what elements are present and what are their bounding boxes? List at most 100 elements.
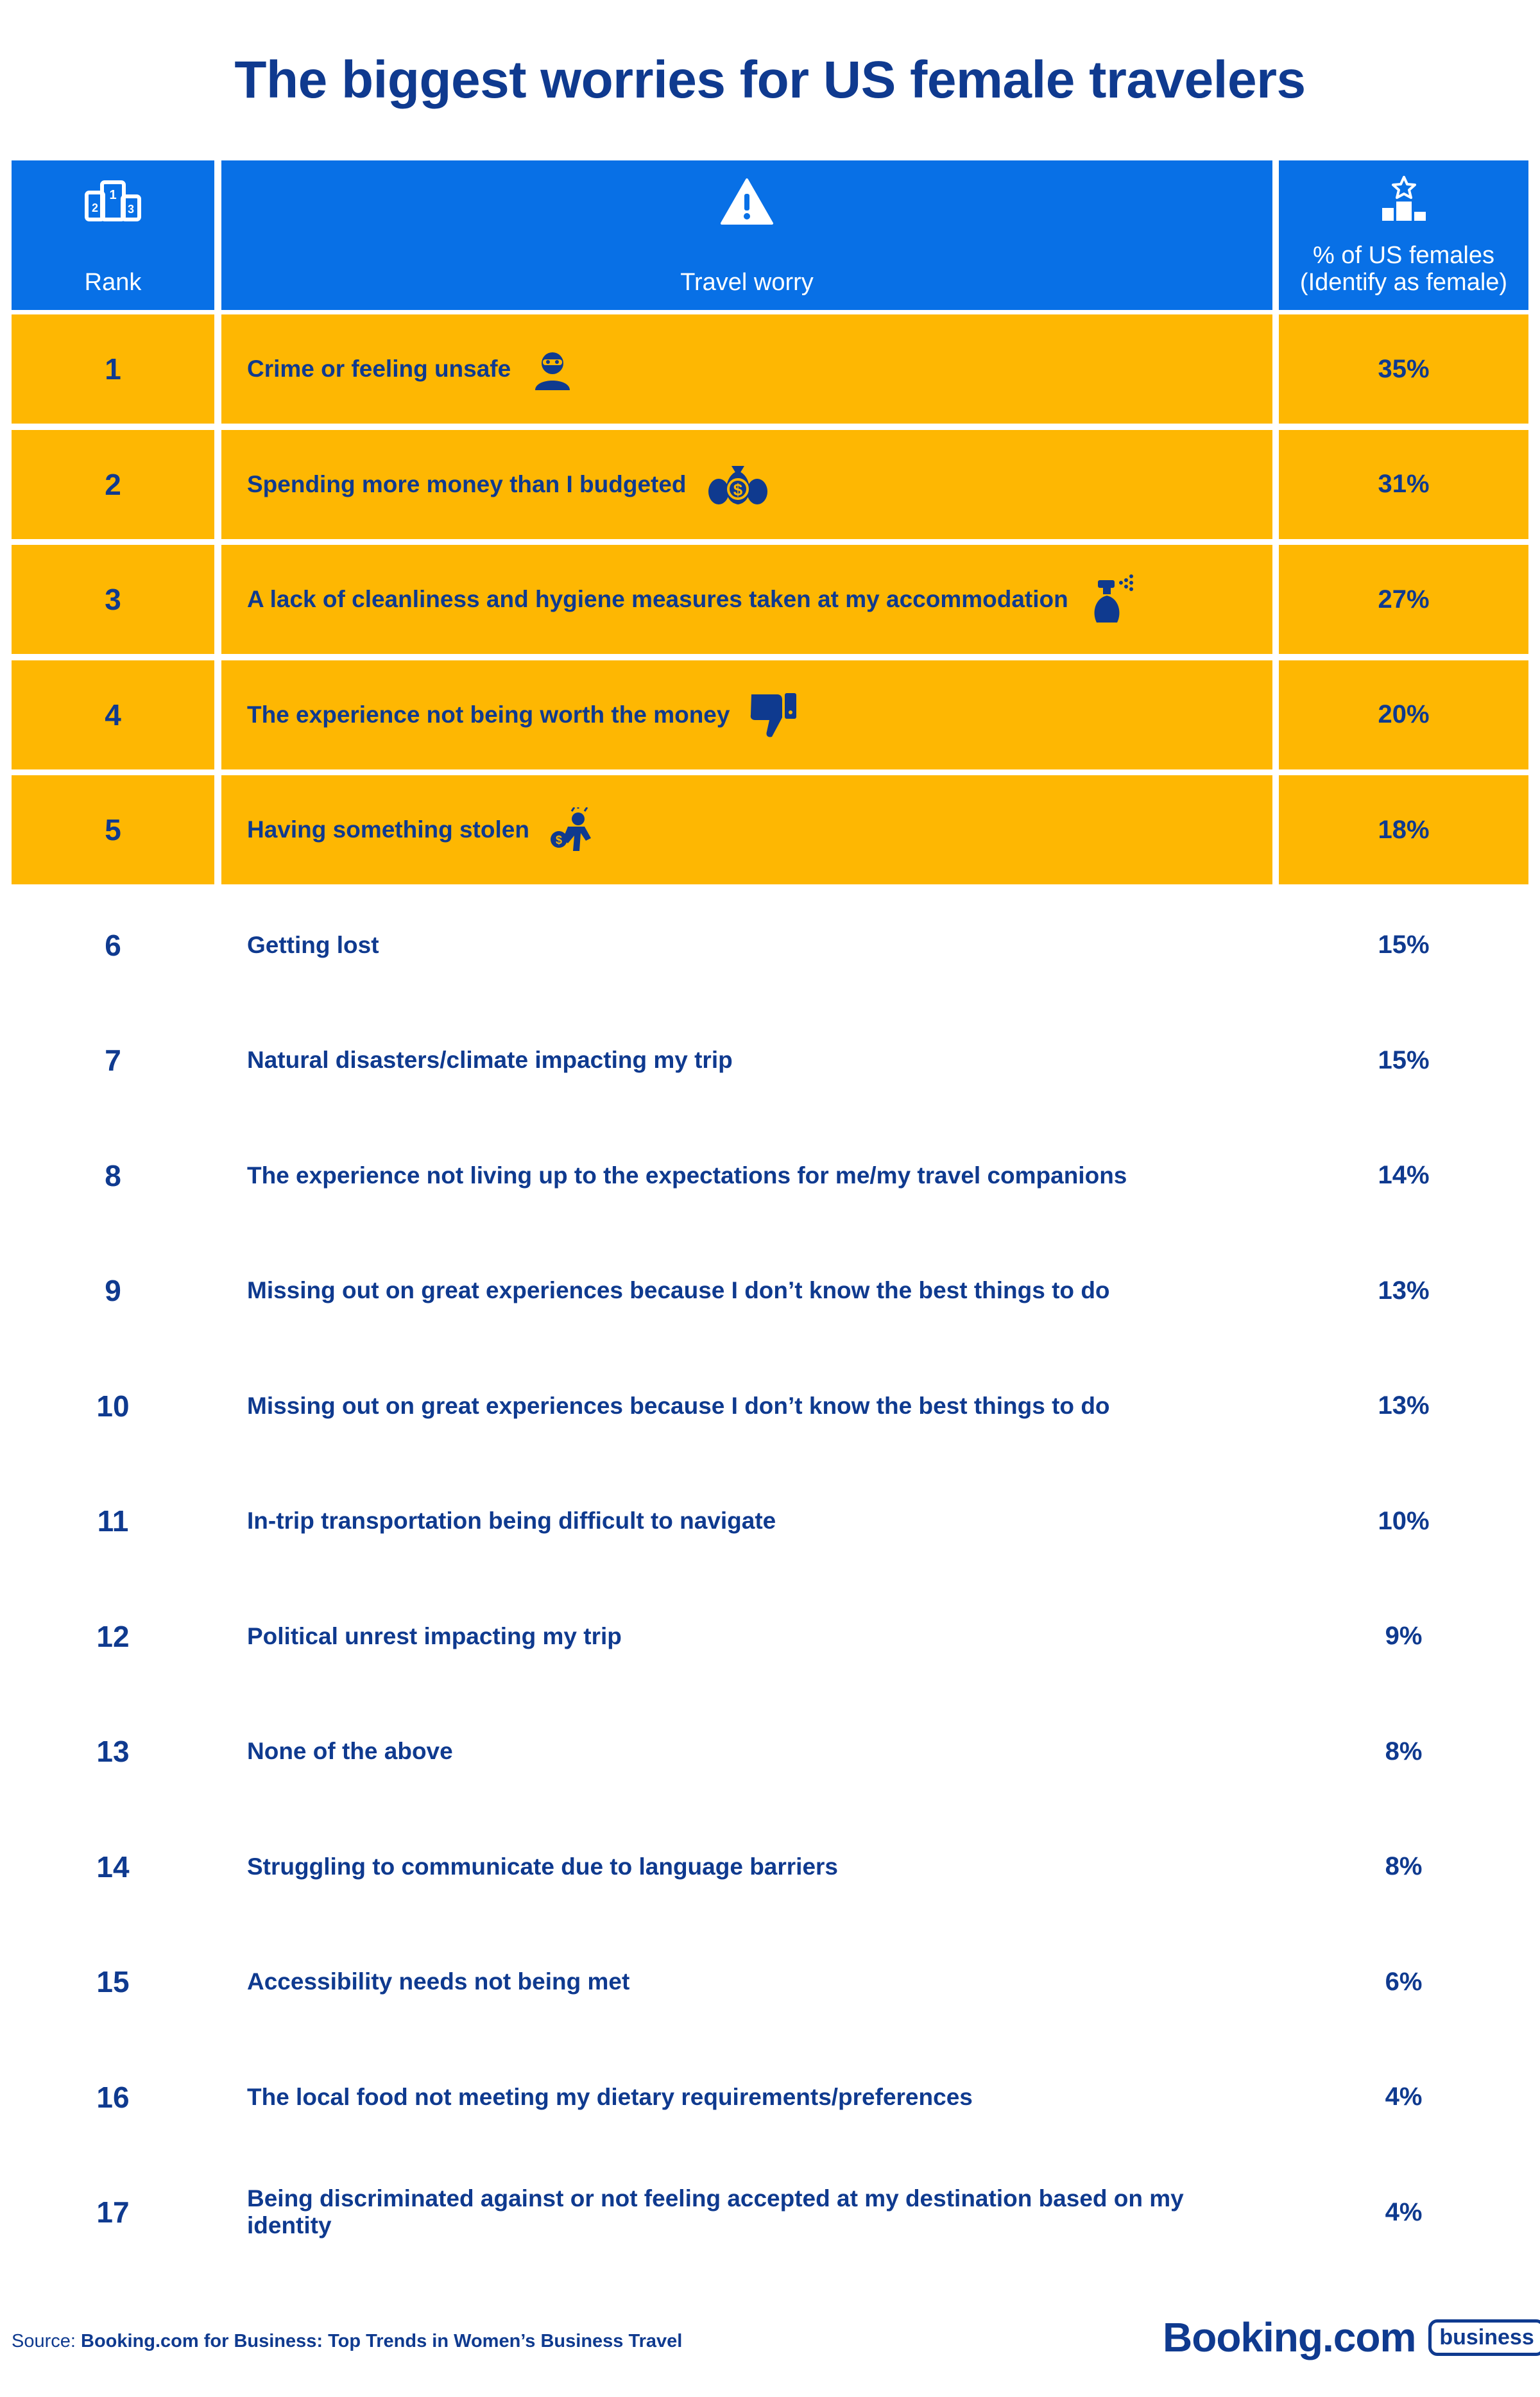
- header-worry-label: Travel worry: [680, 269, 814, 296]
- rank-cell: 4: [12, 660, 214, 769]
- rank-cell: 2: [12, 429, 214, 539]
- podium-numbers-icon: 1 2 3: [84, 178, 142, 228]
- svg-text:2: 2: [92, 202, 98, 214]
- percent-cell: 13%: [1279, 1236, 1528, 1345]
- worry-text: Missing out on great experiences because…: [247, 1277, 1110, 1303]
- percent-value: 9%: [1385, 1622, 1423, 1650]
- rank-number: 3: [105, 583, 121, 616]
- svg-text:1: 1: [109, 188, 116, 202]
- header-pct-label-line2: (Identify as female): [1299, 269, 1508, 296]
- worry-cell: Missing out on great experiences because…: [221, 1352, 1272, 1461]
- rank-number: 14: [96, 1850, 130, 1884]
- money-bags-icon: $: [706, 462, 770, 507]
- worry-cell: Accessibility needs not being met: [221, 1927, 1272, 2036]
- worry-cell: The experience not being worth the money: [221, 660, 1272, 769]
- worry-cell: Spending more money than I budgeted $: [221, 429, 1272, 539]
- percent-cell: 15%: [1279, 1006, 1528, 1115]
- worry-text: None of the above: [247, 1738, 453, 1764]
- header-rank-label: Rank: [84, 269, 142, 296]
- percent-cell: 13%: [1279, 1352, 1528, 1461]
- worry-cell: Missing out on great experiences because…: [221, 1236, 1272, 1345]
- thumbs-down-icon: [749, 689, 800, 741]
- rank-cell: 16: [12, 2043, 214, 2152]
- worry-text: Struggling to communicate due to languag…: [247, 1853, 839, 1880]
- rank-cell: 6: [12, 891, 214, 1000]
- percent-value: 15%: [1378, 1045, 1430, 1074]
- percent-cell: 20%: [1279, 660, 1528, 769]
- rank-number: 1: [105, 352, 121, 386]
- svg-text:3: 3: [128, 203, 134, 216]
- worry-text: Political unrest impacting my trip: [247, 1622, 622, 1649]
- percent-cell: 10%: [1279, 1466, 1528, 1576]
- worry-cell: A lack of cleanliness and hygiene measur…: [221, 545, 1272, 654]
- percent-cell: 6%: [1279, 1927, 1528, 2036]
- worry-cell: The experience not living up to the expe…: [221, 1121, 1272, 1230]
- percent-value: 6%: [1385, 1967, 1423, 1996]
- rank-number: 13: [96, 1735, 130, 1768]
- masked-person-icon: [530, 347, 575, 391]
- percent-value: 4%: [1385, 2197, 1423, 2226]
- worry-text: Getting lost: [247, 931, 379, 958]
- worry-cell: Political unrest impacting my trip: [221, 1582, 1272, 1691]
- rank-cell: 15: [12, 1927, 214, 2036]
- worry-text: Spending more money than I budgeted: [247, 470, 687, 497]
- percent-cell: 15%: [1279, 891, 1528, 1000]
- rank-cell: 11: [12, 1466, 214, 1576]
- rank-number: 5: [105, 813, 121, 846]
- worry-text: The experience not living up to the expe…: [247, 1162, 1127, 1189]
- worry-text: Having something stolen: [247, 816, 529, 843]
- source-text: Booking.com for Business: Top Trends in …: [81, 2331, 683, 2351]
- worry-cell: In-trip transportation being difficult t…: [221, 1466, 1272, 1576]
- header-pct-label-line1: % of US females: [1313, 242, 1494, 269]
- worry-text: Crime or feeling unsafe: [247, 356, 511, 382]
- thief-icon: $: [549, 807, 600, 852]
- worry-cell: None of the above: [221, 1697, 1272, 1806]
- rank-number: 7: [105, 1044, 121, 1077]
- percent-value: 31%: [1378, 470, 1430, 498]
- worry-cell: Struggling to communicate due to languag…: [221, 1812, 1272, 1921]
- header-worry-cell: Travel worry: [221, 160, 1272, 310]
- percent-value: 13%: [1378, 1391, 1430, 1420]
- percent-value: 10%: [1378, 1506, 1430, 1535]
- page-title: The biggest worries for US female travel…: [234, 51, 1306, 109]
- percent-value: 8%: [1385, 1852, 1423, 1880]
- percent-cell: 27%: [1279, 545, 1528, 654]
- svg-text:$: $: [733, 480, 742, 499]
- rank-number: 6: [105, 928, 121, 962]
- percent-cell: 31%: [1279, 429, 1528, 539]
- worry-text: The local food not meeting my dietary re…: [247, 2083, 973, 2110]
- percent-cell: 8%: [1279, 1812, 1528, 1921]
- rank-number: 2: [105, 467, 121, 501]
- worry-cell: Getting lost: [221, 891, 1272, 1000]
- rank-cell: 3: [12, 545, 214, 654]
- percent-value: 20%: [1378, 700, 1430, 728]
- source-prefix: Source:: [12, 2331, 81, 2351]
- percent-cell: 8%: [1279, 1697, 1528, 1806]
- worry-text: The experience not being worth the money: [247, 701, 730, 728]
- logo-business-badge: business: [1428, 2319, 1540, 2356]
- rank-cell: 17: [12, 2158, 214, 2267]
- worry-cell: The local food not meeting my dietary re…: [221, 2043, 1272, 2152]
- rank-number: 10: [96, 1389, 130, 1423]
- rank-cell: 12: [12, 1582, 214, 1691]
- percent-value: 13%: [1378, 1276, 1430, 1305]
- rank-number: 8: [105, 1158, 121, 1192]
- rank-cell: 5: [12, 775, 214, 884]
- worry-text: Being discriminated against or not feeli…: [247, 2185, 1184, 2238]
- percent-value: 27%: [1378, 585, 1430, 614]
- booking-business-logo: Booking.com business: [1163, 2314, 1540, 2361]
- percent-value: 4%: [1385, 2083, 1423, 2111]
- rank-cell: 1: [12, 314, 214, 424]
- worry-cell: Crime or feeling unsafe: [221, 314, 1272, 424]
- percent-value: 18%: [1378, 815, 1430, 844]
- percent-cell: 4%: [1279, 2043, 1528, 2152]
- percent-cell: 35%: [1279, 314, 1528, 424]
- spray-bottle-icon: [1088, 574, 1139, 625]
- worry-text: Missing out on great experiences because…: [247, 1392, 1110, 1419]
- header-rank-cell: 1 2 3 Rank: [12, 160, 214, 310]
- source-note: Source: Booking.com for Business: Top Tr…: [12, 2331, 682, 2352]
- rank-cell: 14: [12, 1812, 214, 1921]
- percent-value: 14%: [1378, 1161, 1430, 1189]
- worry-text: Accessibility needs not being met: [247, 1968, 630, 1995]
- warning-triangle-icon: [719, 177, 774, 229]
